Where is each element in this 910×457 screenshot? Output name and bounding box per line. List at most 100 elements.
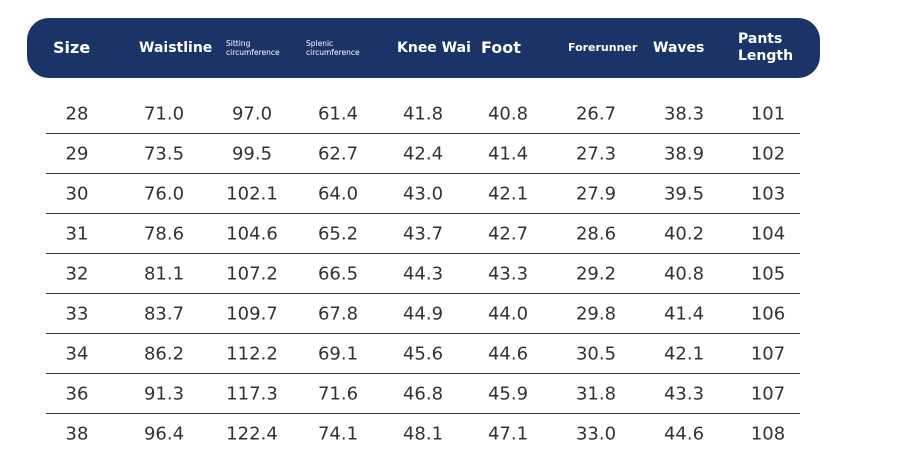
table-cell: 31.8	[575, 383, 617, 405]
table-cell: 101	[750, 103, 786, 125]
table-cell: 43.3	[487, 263, 529, 285]
table-cell: 29.8	[575, 303, 617, 325]
table-cell: 41.4	[663, 303, 705, 325]
table-cell: 40.2	[663, 223, 705, 245]
table-cell: 102.1	[226, 183, 278, 205]
table-cell: 42.7	[487, 223, 529, 245]
table-cell: 71.6	[317, 383, 359, 405]
table-cell: 122.4	[226, 423, 278, 445]
table-cell: 47.1	[487, 423, 529, 445]
row-divider	[46, 253, 800, 254]
table-cell: 42.4	[402, 143, 444, 165]
table-cell: 40.8	[663, 263, 705, 285]
table-cell: 32	[65, 263, 89, 285]
row-divider	[46, 373, 800, 374]
header-cell: Foot	[481, 38, 521, 58]
table-cell: 43.3	[663, 383, 705, 405]
table-cell: 42.1	[487, 183, 529, 205]
table-cell: 34	[65, 343, 89, 365]
table-cell: 42.1	[663, 343, 705, 365]
table-cell: 29	[65, 143, 89, 165]
table-cell: 44.3	[402, 263, 444, 285]
table-cell: 91.3	[143, 383, 185, 405]
table-cell: 67.8	[317, 303, 359, 325]
header-cell: Waves	[653, 39, 705, 56]
table-cell: 74.1	[317, 423, 359, 445]
table-cell: 31	[65, 223, 89, 245]
table-cell: 44.9	[402, 303, 444, 325]
row-divider	[46, 213, 800, 214]
table-cell: 28.6	[575, 223, 617, 245]
header-cell: Pants Length	[738, 31, 794, 64]
table-cell: 65.2	[317, 223, 359, 245]
table-cell: 69.1	[317, 343, 359, 365]
table-cell: 107	[750, 383, 786, 405]
header-bar	[27, 18, 820, 78]
row-divider	[46, 413, 800, 414]
table-cell: 102	[750, 143, 786, 165]
table-cell: 86.2	[143, 343, 185, 365]
table-cell: 43.0	[402, 183, 444, 205]
table-cell: 96.4	[143, 423, 185, 445]
table-cell: 28	[65, 103, 89, 125]
table-cell: 97.0	[231, 103, 273, 125]
header-cell: Waistline	[139, 39, 213, 56]
table-cell: 46.8	[402, 383, 444, 405]
table-cell: 105	[750, 263, 786, 285]
table-cell: 83.7	[143, 303, 185, 325]
table-cell: 117.3	[226, 383, 278, 405]
table-cell: 76.0	[143, 183, 185, 205]
table-cell: 38	[65, 423, 89, 445]
table-cell: 41.8	[402, 103, 444, 125]
table-cell: 99.5	[231, 143, 273, 165]
table-cell: 36	[65, 383, 89, 405]
table-cell: 33	[65, 303, 89, 325]
table-cell: 33.0	[575, 423, 617, 445]
table-cell: 109.7	[226, 303, 278, 325]
row-divider	[46, 133, 800, 134]
table-cell: 43.7	[402, 223, 444, 245]
table-cell: 78.6	[143, 223, 185, 245]
table-cell: 39.5	[663, 183, 705, 205]
table-cell: 29.2	[575, 263, 617, 285]
table-cell: 73.5	[143, 143, 185, 165]
table-cell: 66.5	[317, 263, 359, 285]
table-cell: 41.4	[487, 143, 529, 165]
table-cell: 81.1	[143, 263, 185, 285]
table-cell: 45.9	[487, 383, 529, 405]
header-cell: Sitting circumference	[226, 39, 280, 57]
table-cell: 27.9	[575, 183, 617, 205]
row-divider	[46, 333, 800, 334]
table-cell: 30.5	[575, 343, 617, 365]
table-cell: 107	[750, 343, 786, 365]
table-cell: 44.6	[487, 343, 529, 365]
table-cell: 44.6	[663, 423, 705, 445]
table-cell: 48.1	[402, 423, 444, 445]
header-cell: Size	[53, 38, 91, 58]
table-cell: 62.7	[317, 143, 359, 165]
table-cell: 61.4	[317, 103, 359, 125]
table-cell: 30	[65, 183, 89, 205]
header-cell: Splenic circumference	[306, 39, 360, 57]
table-cell: 106	[750, 303, 786, 325]
row-divider	[46, 293, 800, 294]
table-cell: 112.2	[226, 343, 278, 365]
table-cell: 45.6	[402, 343, 444, 365]
row-divider	[46, 173, 800, 174]
table-cell: 38.3	[663, 103, 705, 125]
table-cell: 27.3	[575, 143, 617, 165]
table-cell: 104.6	[226, 223, 278, 245]
table-cell: 38.9	[663, 143, 705, 165]
table-cell: 64.0	[317, 183, 359, 205]
table-cell: 103	[750, 183, 786, 205]
table-cell: 104	[750, 223, 786, 245]
table-cell: 40.8	[487, 103, 529, 125]
table-cell: 107.2	[226, 263, 278, 285]
header-cell: Forerunner	[568, 41, 638, 55]
header-cell: Knee Wai	[397, 39, 471, 56]
table-cell: 108	[750, 423, 786, 445]
table-cell: 26.7	[575, 103, 617, 125]
table-cell: 44.0	[487, 303, 529, 325]
table-cell: 71.0	[143, 103, 185, 125]
